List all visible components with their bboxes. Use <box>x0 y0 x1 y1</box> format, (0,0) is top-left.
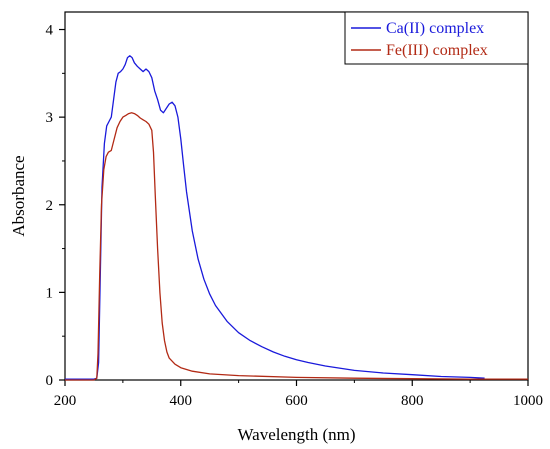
x-axis-label: Wavelength (nm) <box>237 425 355 444</box>
ticks: 200 400 600 800 1000 0 1 2 3 4 <box>46 23 544 409</box>
legend-label-fe: Fe(III) complex <box>386 42 488 59</box>
series-line-fe <box>65 112 528 381</box>
y-tick-label: 4 <box>46 23 54 39</box>
y-tick-label: 1 <box>46 285 54 301</box>
legend-box <box>344 11 529 65</box>
x-tick-label: 800 <box>401 393 424 409</box>
x-tick-label: 1000 <box>513 393 543 409</box>
x-tick-label: 400 <box>170 393 193 409</box>
y-axis-label: Absorbance <box>9 155 28 236</box>
series <box>65 55 528 381</box>
x-tick-label: 600 <box>285 393 308 409</box>
y-tick-label: 0 <box>46 373 54 389</box>
legend: Ca(II) complex Fe(III) complex <box>344 11 529 65</box>
y-tick-label: 3 <box>46 110 54 126</box>
x-tick-label: 200 <box>54 393 77 409</box>
plot-frame <box>64 11 529 381</box>
y-tick-label: 2 <box>46 198 54 214</box>
axes <box>64 11 529 381</box>
series-line-ca <box>65 55 485 380</box>
legend-label-ca: Ca(II) complex <box>386 20 484 37</box>
